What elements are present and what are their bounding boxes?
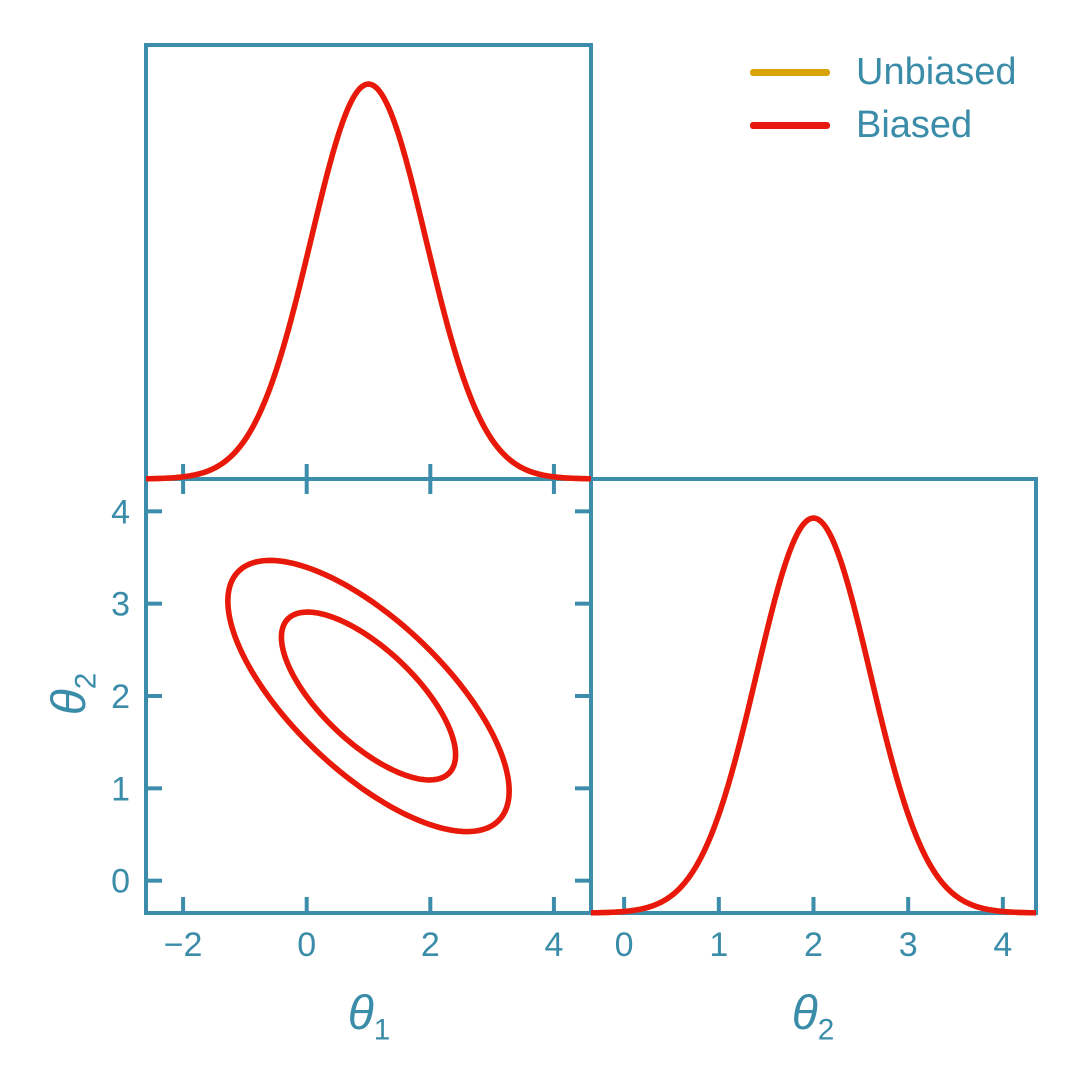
legend-item-biased: Biased [750,99,1017,152]
legend-label-biased: Biased [856,104,973,146]
pdf-curve-theta2-biased [590,515,1037,916]
pdf-curve-theta1-biased [145,81,592,482]
legend-label-unbiased: Unbiased [856,51,1017,93]
x-tick-label-theta1: 0 [297,926,316,964]
x-tick-label-theta1: 4 [544,926,563,964]
legend: Unbiased Biased [750,46,1017,152]
theta-subscript: 1 [373,1013,391,1047]
y-axis-label-theta2: θ2 [40,544,103,844]
x-tick-label-theta2: 2 [804,926,823,964]
x-axis-label-theta1: θ1 [219,986,519,1059]
legend-swatch-unbiased [750,69,830,76]
pdf-curve-theta1-unbiased [145,81,592,482]
y-tick-label-theta2: 4 [111,493,130,531]
panel-frame-theta2-marginal [589,477,1038,915]
legend-item-unbiased: Unbiased [750,46,1017,99]
y-tick-label-theta2: 3 [111,586,130,624]
pdf-curve-theta2-unbiased [590,515,1037,916]
theta-symbol: θ [43,689,96,716]
x-tick-label-theta1: 2 [421,926,440,964]
panel-frame-joint [144,477,593,915]
joint-contour-95%-biased [225,557,512,835]
y-tick-label-theta2: 1 [111,770,130,808]
legend-swatch-biased [750,122,830,129]
y-tick-label-theta2: 2 [111,678,130,716]
x-tick-label-theta2: 0 [615,926,634,964]
y-tick-label-theta2: 0 [111,863,130,901]
x-tick-label-theta2: 3 [899,926,918,964]
theta-symbol: θ [791,987,818,1040]
theta-symbol: θ [347,987,374,1040]
joint-contour-68%-biased [278,609,459,783]
theta-subscript: 2 [817,1013,835,1047]
theta-subscript: 2 [69,672,103,690]
x-tick-label-theta2: 4 [993,926,1012,964]
x-axis-label-theta2: θ2 [663,986,963,1059]
x-tick-label-theta1: −2 [164,926,203,964]
x-tick-label-theta2: 1 [709,926,728,964]
panel-frame-theta1-marginal [144,43,593,481]
